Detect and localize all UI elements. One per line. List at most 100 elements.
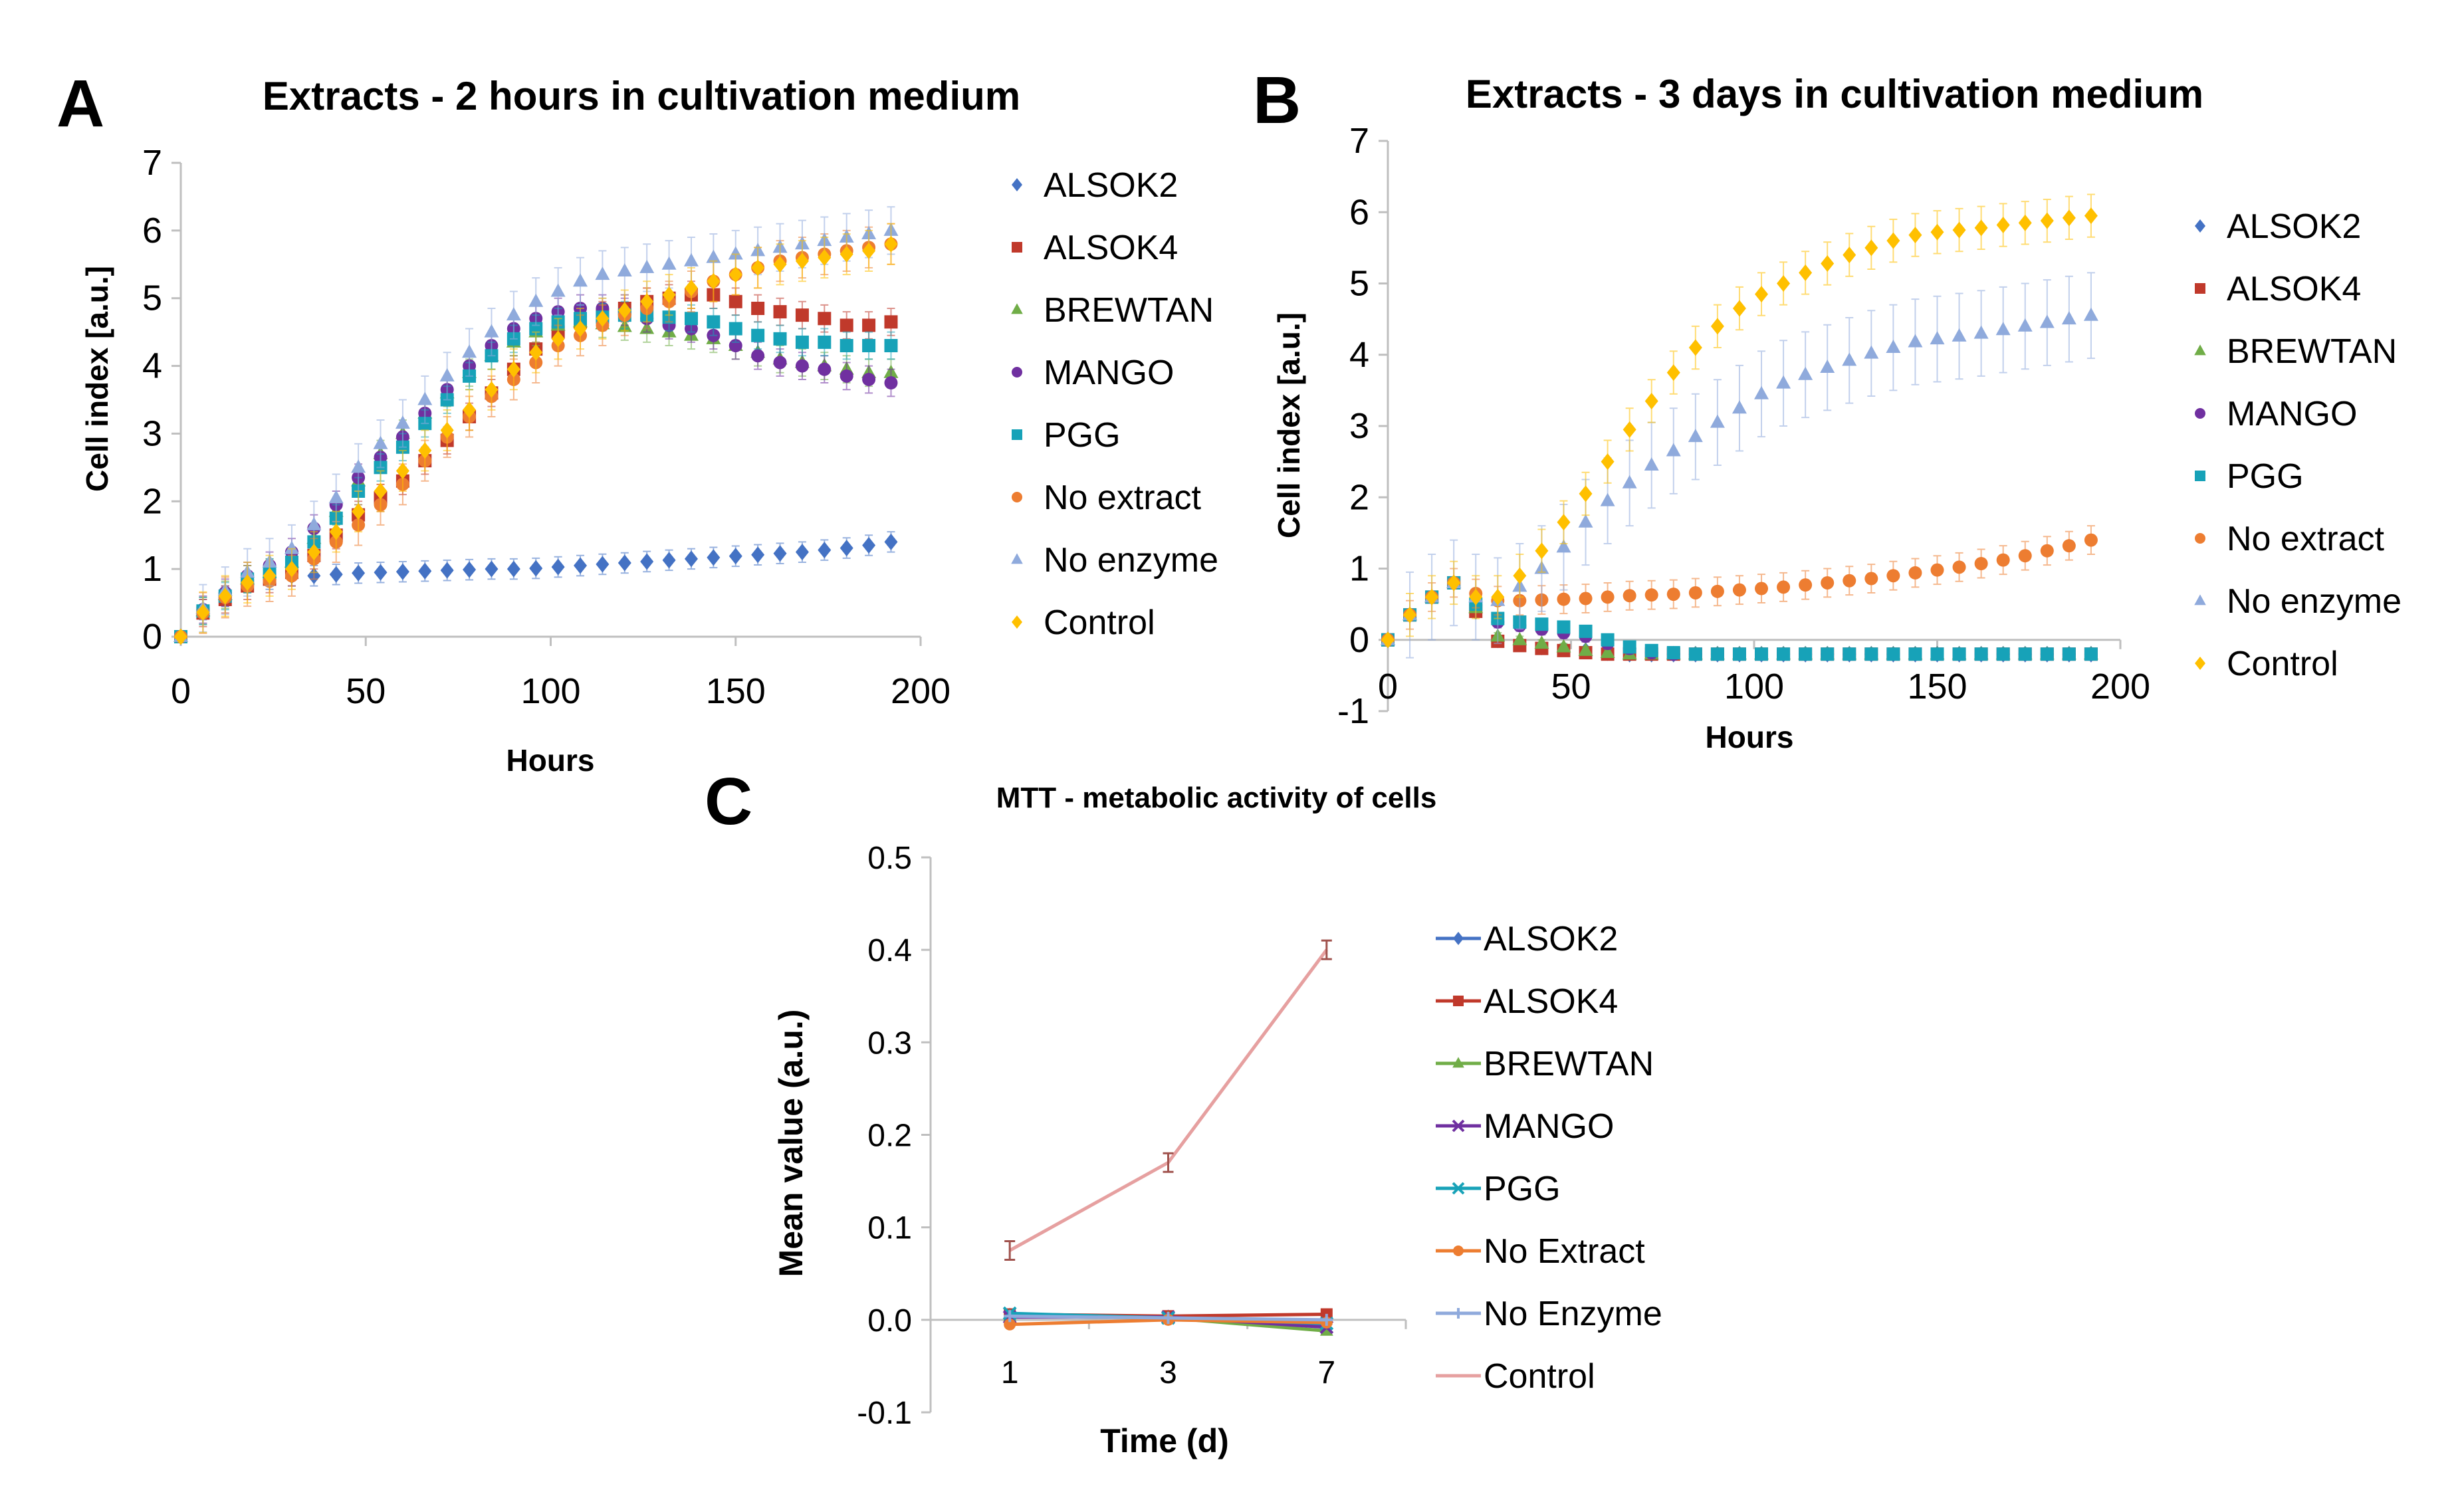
a-point	[196, 603, 210, 621]
panel-a-marks	[173, 206, 899, 645]
b-point	[2083, 307, 2098, 321]
b-point	[2084, 647, 2098, 661]
a-point	[751, 546, 765, 564]
b-series-control	[1381, 193, 2098, 649]
a-point	[617, 263, 632, 276]
a-point	[529, 560, 543, 577]
b-point	[1886, 340, 1901, 354]
b-point	[1732, 647, 1746, 661]
b-point	[1996, 647, 2010, 661]
a-point	[751, 259, 765, 276]
a-point	[329, 566, 343, 583]
c-legend-label-alsok4: ALSOK4	[1484, 982, 1618, 1021]
b-point	[1908, 566, 1922, 580]
b-point	[1776, 375, 1791, 389]
a-point	[596, 556, 610, 573]
b-point	[1381, 631, 1395, 649]
c-point	[1162, 1312, 1175, 1325]
a-point	[684, 312, 698, 326]
a-point	[417, 391, 433, 405]
b-point	[1579, 624, 1593, 638]
panel-b-xlabel: Hours	[1706, 720, 1794, 754]
a-y-tick-label: 7	[142, 143, 162, 183]
b-legend-label-alsok2: ALSOK2	[2227, 207, 2361, 246]
a-point	[574, 320, 588, 338]
b-point	[2018, 549, 2032, 563]
b-point	[1930, 563, 1944, 577]
c-legend-label-mango: MANGO	[1484, 1107, 1614, 1146]
b-point	[1644, 457, 1659, 471]
a-point	[728, 294, 742, 308]
a-x-tick-label: 150	[706, 671, 766, 711]
a-point	[751, 301, 765, 315]
b-point	[1732, 583, 1746, 597]
a-point	[462, 344, 477, 358]
a-legend-marker-alsok4	[1012, 242, 1022, 253]
b-point	[1601, 633, 1615, 647]
a-point	[528, 293, 544, 307]
a-point	[818, 362, 832, 376]
a-point	[550, 283, 566, 297]
a-legend-marker-brewtan	[1011, 303, 1023, 314]
b-point	[1601, 590, 1615, 604]
a-point	[596, 310, 610, 327]
b-point	[1930, 223, 1944, 241]
c-y-tick-label: 0.1	[867, 1211, 912, 1246]
a-legend-label-alsok4: ALSOK4	[1044, 229, 1178, 267]
a-point	[307, 544, 321, 561]
a-point	[506, 560, 520, 578]
b-point	[1644, 643, 1658, 657]
a-point	[751, 349, 765, 363]
panel-c-title: MTT - metabolic activity of cells	[996, 782, 1437, 814]
b-point	[1644, 392, 1658, 409]
b-x-tick-label: 50	[1551, 667, 1591, 706]
b-point	[1820, 360, 1835, 374]
b-point	[1469, 588, 1483, 605]
a-point	[374, 564, 388, 581]
b-point	[1996, 553, 2010, 567]
c-legend-marker-brewtan	[1452, 1057, 1464, 1068]
a-point	[617, 554, 631, 572]
b-point	[1755, 286, 1769, 303]
panel-b-ylabel: Cell index [a.u.]	[1272, 312, 1306, 538]
b-point	[1666, 588, 1680, 601]
c-legend-label-alsok2: ALSOK2	[1484, 920, 1618, 958]
b-point	[2040, 544, 2054, 558]
a-point	[862, 242, 876, 259]
b-point	[1974, 556, 1988, 570]
b-legend-label-control: Control	[2227, 645, 2338, 683]
a-point	[884, 315, 898, 329]
b-point	[1513, 567, 1527, 584]
panel-b-title: Extracts - 3 days in cultivation medium	[1466, 72, 2203, 116]
b-point	[1799, 264, 1813, 281]
panel-c-xlabel: Time (d)	[1100, 1422, 1229, 1459]
b-point	[1710, 318, 1724, 335]
panel-b-legend: ALSOK2 ALSOK4 BREWTAN MANGO PGG No extract No …	[2194, 207, 2402, 683]
b-y-tick-label: 7	[1349, 121, 1369, 161]
b-point	[1732, 300, 1746, 317]
b-y-tick-label: 2	[1349, 477, 1369, 517]
a-point	[439, 368, 455, 381]
b-point	[1864, 239, 1878, 257]
a-point	[862, 372, 876, 386]
b-point	[1908, 647, 1922, 661]
c-error-bar	[1004, 1240, 1016, 1261]
b-point	[2040, 212, 2054, 229]
b-point	[1754, 385, 1769, 399]
a-point	[728, 246, 743, 260]
b-point	[1886, 647, 1900, 661]
a-point	[773, 256, 787, 273]
a-point	[373, 435, 388, 449]
b-point	[1447, 574, 1461, 592]
b-legend-label-no-enzyme: No enzyme	[2227, 582, 2402, 621]
b-y-tick-label: -1	[1337, 691, 1369, 731]
a-y-tick-label: 4	[142, 346, 162, 386]
b-point	[1777, 275, 1791, 292]
b-point	[1644, 588, 1658, 602]
b-point	[2061, 311, 2076, 325]
b-point	[1601, 453, 1615, 471]
c-x-tick-label: 7	[1317, 1355, 1335, 1390]
b-point	[1843, 574, 1856, 588]
a-legend-marker-mango	[1012, 367, 1022, 378]
b-legend-marker-pgg	[2195, 471, 2205, 481]
